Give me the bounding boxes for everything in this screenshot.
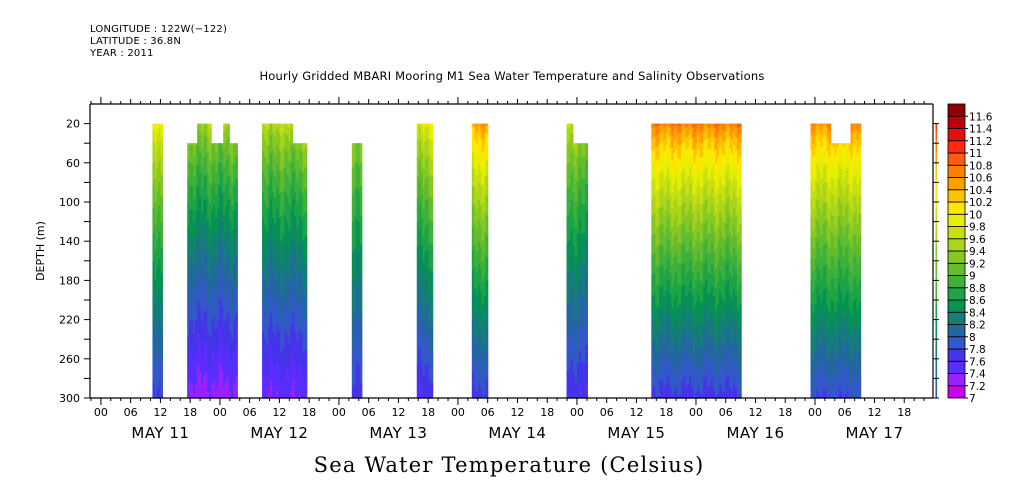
data-segment <box>187 124 238 399</box>
data-segment <box>262 124 307 399</box>
data-segment <box>152 124 163 399</box>
data-layer <box>152 124 937 399</box>
temperature-depth-chart: 00 06 12 18 00 06 12 18 00 06 12 18 00 06 12 18 00 06 12 18… <box>0 0 1009 504</box>
